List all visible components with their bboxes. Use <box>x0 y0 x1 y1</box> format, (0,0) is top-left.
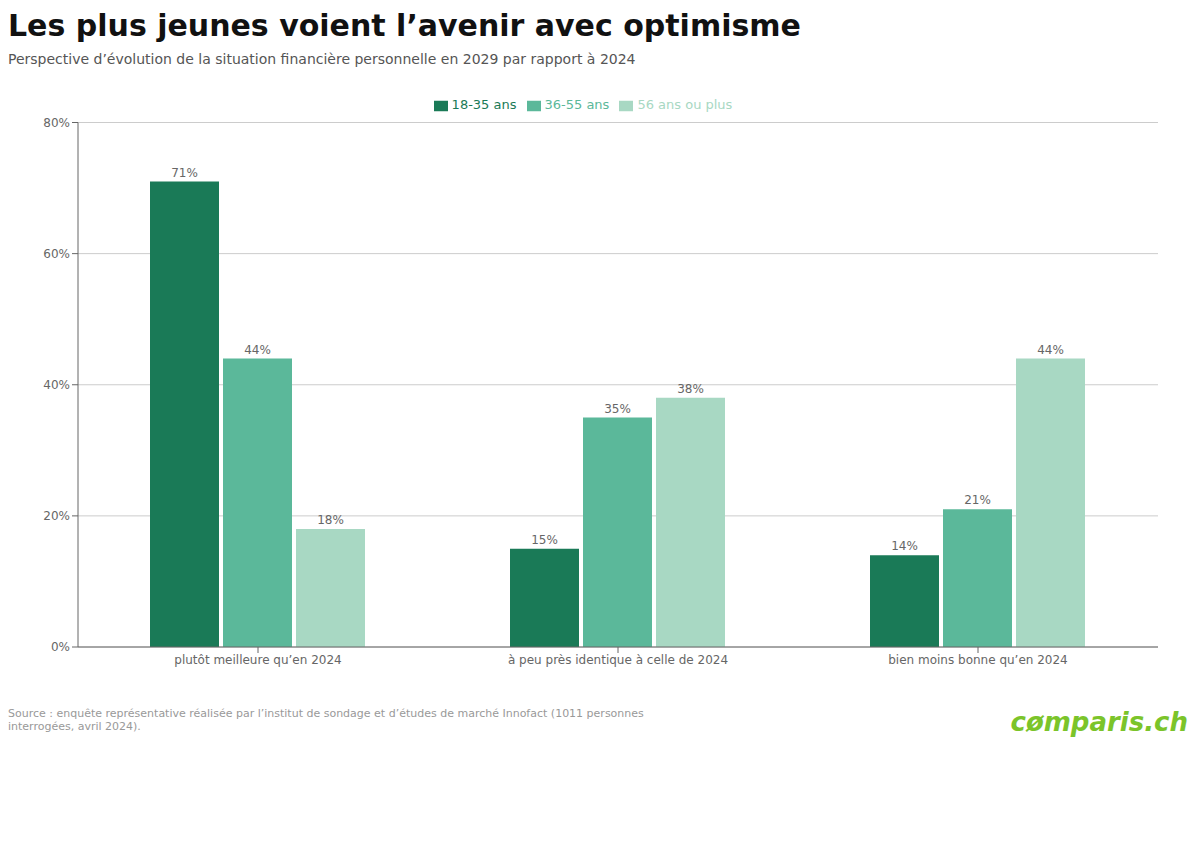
html-text:36-55 ans: 36-55 ans <box>544 97 610 112</box>
html-text:Source : enquête représentativ: Source : enquête représentative réalisée… <box>8 707 644 720</box>
html-text:cømparis.ch: cømparis.ch <box>1010 707 1188 737</box>
svg-text:38%: 38% <box>677 382 704 396</box>
svg-text:60%: 60% <box>43 247 70 261</box>
svg-text:71%: 71% <box>171 166 198 180</box>
svg-text:40%: 40% <box>43 378 70 392</box>
svg-text:plutôt meilleure qu’en 2024: plutôt meilleure qu’en 2024 <box>174 653 341 667</box>
svg-text:18%: 18% <box>317 513 344 527</box>
html-text:Perspective d’évolution de la: Perspective d’évolution de la situation … <box>8 51 636 67</box>
html-text:Les plus jeunes voient l’aveni: Les plus jeunes voient l’avenir avec opt… <box>8 8 801 43</box>
svg-text:0%: 0% <box>51 640 70 654</box>
svg-text:15%: 15% <box>531 533 558 547</box>
html-text:interrogées, avril 2024).: interrogées, avril 2024). <box>8 720 141 733</box>
svg-text:44%: 44% <box>244 343 271 357</box>
svg-text:20%: 20% <box>43 509 70 523</box>
svg-text:21%: 21% <box>964 493 991 507</box>
html-text:18-35 ans: 18-35 ans <box>451 97 517 112</box>
svg-text:14%: 14% <box>891 539 918 553</box>
svg-text:44%: 44% <box>1037 343 1064 357</box>
svg-text:bien moins bonne qu’en 2024: bien moins bonne qu’en 2024 <box>888 653 1068 667</box>
svg-text:à peu près identique à celle d: à peu près identique à celle de 2024 <box>508 653 728 667</box>
svg-text:35%: 35% <box>604 402 631 416</box>
html-text:56 ans ou plus: 56 ans ou plus <box>637 97 733 112</box>
svg-text:80%: 80% <box>43 116 70 130</box>
